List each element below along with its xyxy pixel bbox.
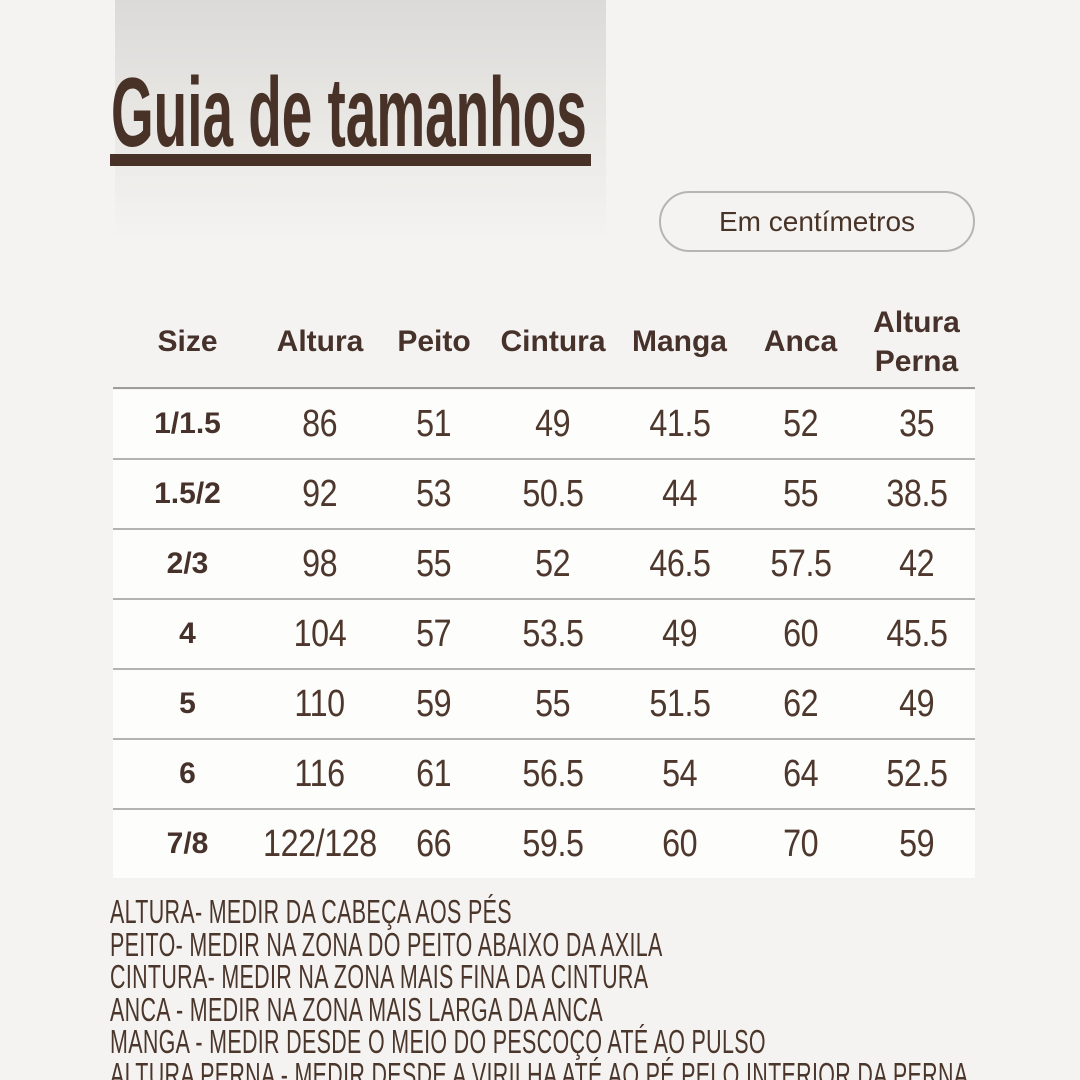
measurement-value: 44 <box>661 472 698 515</box>
unit-badge[interactable]: Em centímetros <box>659 191 975 252</box>
column-header-manga: Manga <box>631 324 727 358</box>
measurement-value: 64 <box>782 752 819 795</box>
title-background-band <box>115 0 606 240</box>
note-peito: PEITO- MEDIR NA ZONA DO PEITO ABAIXO DA … <box>110 925 663 963</box>
row-size-label: 1/1.5 <box>154 407 221 440</box>
measurement-value: 45.5 <box>885 612 948 655</box>
row-size-label: 4 <box>179 617 196 650</box>
measurement-notes: ALTURA- MEDIR DA CABEÇA AOS PÉS PEITO- M… <box>110 893 1080 1080</box>
measurement-value: 98 <box>302 542 338 585</box>
measurement-value: 116 <box>294 752 346 795</box>
measurement-value: 59 <box>898 822 935 865</box>
measurement-value: 62 <box>782 682 819 725</box>
measurement-value: 35 <box>898 402 935 445</box>
measurement-value: 57 <box>416 612 452 655</box>
column-header-size: Size <box>157 324 218 358</box>
size-table-body: 1/1.5 86 51 49 41.5 52 35 1.5/2 92 53 50.5 44 55 38.5… <box>113 390 975 878</box>
column-header-altura: Altura <box>276 324 364 358</box>
table-row: 2/3 98 55 52 46.5 57.5 42 <box>113 530 975 600</box>
measurement-value: 49 <box>661 612 698 655</box>
column-header-cintura: Cintura <box>500 324 606 358</box>
page-title: Guia de tamanhos <box>111 57 587 167</box>
measurement-value: 61 <box>416 752 452 795</box>
table-row: 4 104 57 53.5 49 60 45.5 <box>113 600 975 670</box>
measurement-value: 55 <box>416 542 452 585</box>
size-table-header: Size Altura Peito Cintura Manga Anca Alt… <box>113 296 975 387</box>
measurement-value: 53.5 <box>522 612 584 655</box>
row-size-label: 2/3 <box>166 547 209 580</box>
note-cintura: CINTURA- MEDIR NA ZONA MAIS FINA DA CINT… <box>110 958 649 995</box>
measurement-value: 57.5 <box>769 542 832 585</box>
measurement-value: 52.5 <box>885 752 948 795</box>
note-anca: ANCA - MEDIR NA ZONA MAIS LARGA DA ANCA <box>110 990 604 1028</box>
measurement-value: 59.5 <box>522 822 584 865</box>
measurement-value: 41.5 <box>648 402 711 445</box>
measurement-value: 49 <box>898 682 935 725</box>
table-row: 7/8 122/128 66 59.5 60 70 59 <box>113 810 975 878</box>
measurement-value: 52 <box>535 542 571 585</box>
row-size-label: 6 <box>179 757 196 790</box>
table-row: 1.5/2 92 53 50.5 44 55 38.5 <box>113 460 975 530</box>
measurement-value: 51 <box>416 402 452 445</box>
measurement-value: 55 <box>782 472 819 515</box>
measurement-value: 60 <box>661 822 698 865</box>
note-altura: ALTURA- MEDIR DA CABEÇA AOS PÉS <box>110 893 512 930</box>
measurement-value: 60 <box>782 612 819 655</box>
measurement-value: 55 <box>535 682 571 725</box>
column-header-anca: Anca <box>763 324 838 358</box>
unit-badge-label: Em centímetros <box>718 205 916 237</box>
table-row: 1/1.5 86 51 49 41.5 52 35 <box>113 390 975 460</box>
measurement-value: 86 <box>302 402 338 445</box>
measurement-value: 70 <box>782 822 819 865</box>
measurement-value: 42 <box>898 542 935 585</box>
measurement-value: 66 <box>416 822 452 865</box>
title-underline <box>110 154 591 166</box>
row-size-label: 5 <box>179 687 196 720</box>
row-size-label: 7/8 <box>166 827 209 860</box>
measurement-value: 53 <box>416 472 452 515</box>
measurement-value: 38.5 <box>885 472 948 515</box>
measurement-value: 46.5 <box>648 542 711 585</box>
column-header-altura-perna: Altura Perna <box>873 305 960 378</box>
measurement-value: 51.5 <box>648 682 711 725</box>
measurement-value: 54 <box>661 752 698 795</box>
measurement-value: 52 <box>782 402 819 445</box>
table-row: 6 116 61 56.5 54 64 52.5 <box>113 740 975 810</box>
row-size-label: 1.5/2 <box>154 477 221 510</box>
column-header-peito: Peito <box>397 324 471 358</box>
note-manga: MANGA - MEDIR DESDE O MEIO DO PESCOÇO AT… <box>110 1023 766 1060</box>
table-header-divider <box>113 387 975 389</box>
measurement-value: 59 <box>416 682 452 725</box>
measurement-value: 92 <box>302 472 338 515</box>
measurement-value: 56.5 <box>522 752 584 795</box>
measurement-value: 104 <box>293 612 347 655</box>
table-row: 5 110 59 55 51.5 62 49 <box>113 670 975 740</box>
measurement-value: 50.5 <box>522 472 584 515</box>
note-altura-perna: ALTURA PERNA - MEDIR DESDE A VIRILHA ATÉ… <box>110 1055 969 1080</box>
measurement-value: 49 <box>535 402 571 445</box>
measurement-value: 110 <box>294 682 346 725</box>
measurement-value: 122/128 <box>263 822 377 865</box>
